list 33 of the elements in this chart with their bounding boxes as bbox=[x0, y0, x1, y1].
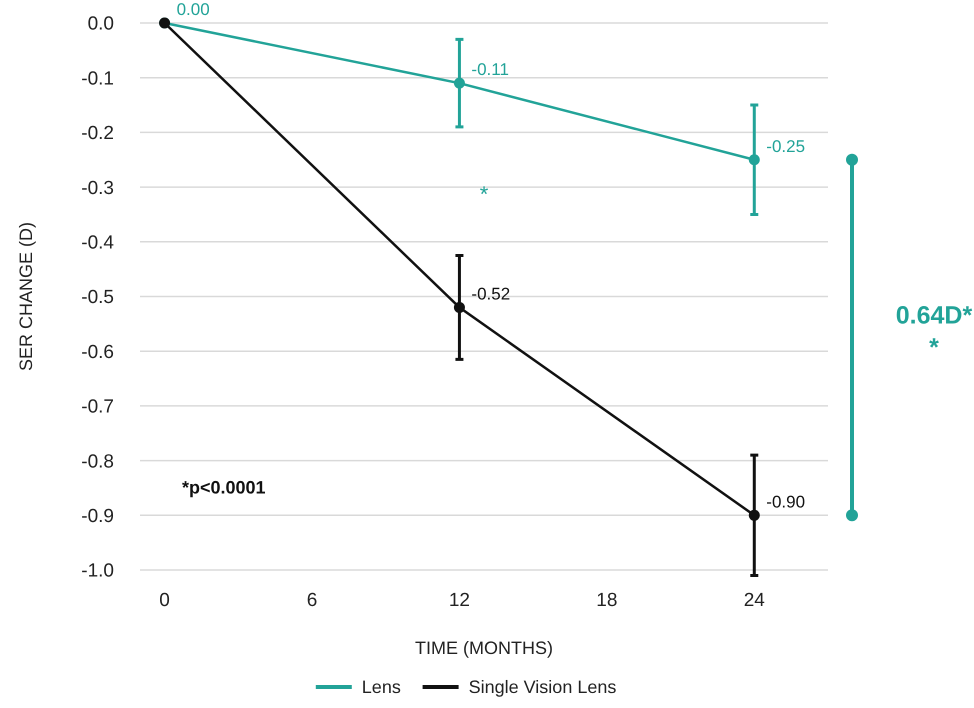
point bbox=[748, 510, 760, 521]
y-tick-label: -0.8 bbox=[81, 451, 114, 472]
data-label: -0.11 bbox=[471, 60, 509, 80]
annotation: * bbox=[480, 182, 489, 207]
y-tick-label: -0.1 bbox=[81, 68, 114, 90]
x-tick-label: 24 bbox=[744, 590, 766, 611]
y-tick-label: 0.0 bbox=[88, 14, 114, 35]
y-tick-label: -0.3 bbox=[81, 178, 114, 199]
point bbox=[454, 302, 465, 313]
data-label: 0.00 bbox=[176, 0, 210, 19]
y-tick-label: -0.7 bbox=[81, 396, 114, 418]
data-label: -0.25 bbox=[766, 136, 806, 156]
y-tick-label: -0.9 bbox=[81, 506, 114, 527]
y-tick-label: -0.2 bbox=[81, 123, 114, 144]
point bbox=[454, 78, 465, 89]
legend-label: Single Vision Lens bbox=[468, 677, 616, 697]
annotation: *p<0.0001 bbox=[182, 477, 266, 498]
x-tick-label: 0 bbox=[159, 590, 170, 611]
y-axis-title: SER CHANGE (D) bbox=[16, 222, 36, 372]
data-label: -0.90 bbox=[766, 492, 806, 512]
x-tick-label: 18 bbox=[596, 590, 618, 611]
y-tick-label: -0.4 bbox=[81, 232, 114, 254]
y-tick-label: -1.0 bbox=[81, 560, 114, 582]
point bbox=[748, 154, 760, 166]
legend-label: Lens bbox=[362, 677, 401, 697]
x-tick-label: 6 bbox=[306, 590, 318, 611]
x-tick-label: 12 bbox=[448, 590, 470, 611]
x-axis-title: TIME (MONTHS) bbox=[415, 638, 553, 658]
text: 0.64D* bbox=[896, 302, 972, 330]
data-label: -0.52 bbox=[471, 284, 510, 304]
y-tick-label: -0.6 bbox=[81, 342, 114, 363]
y-tick-label: -0.5 bbox=[81, 287, 114, 308]
text: * bbox=[929, 334, 940, 362]
